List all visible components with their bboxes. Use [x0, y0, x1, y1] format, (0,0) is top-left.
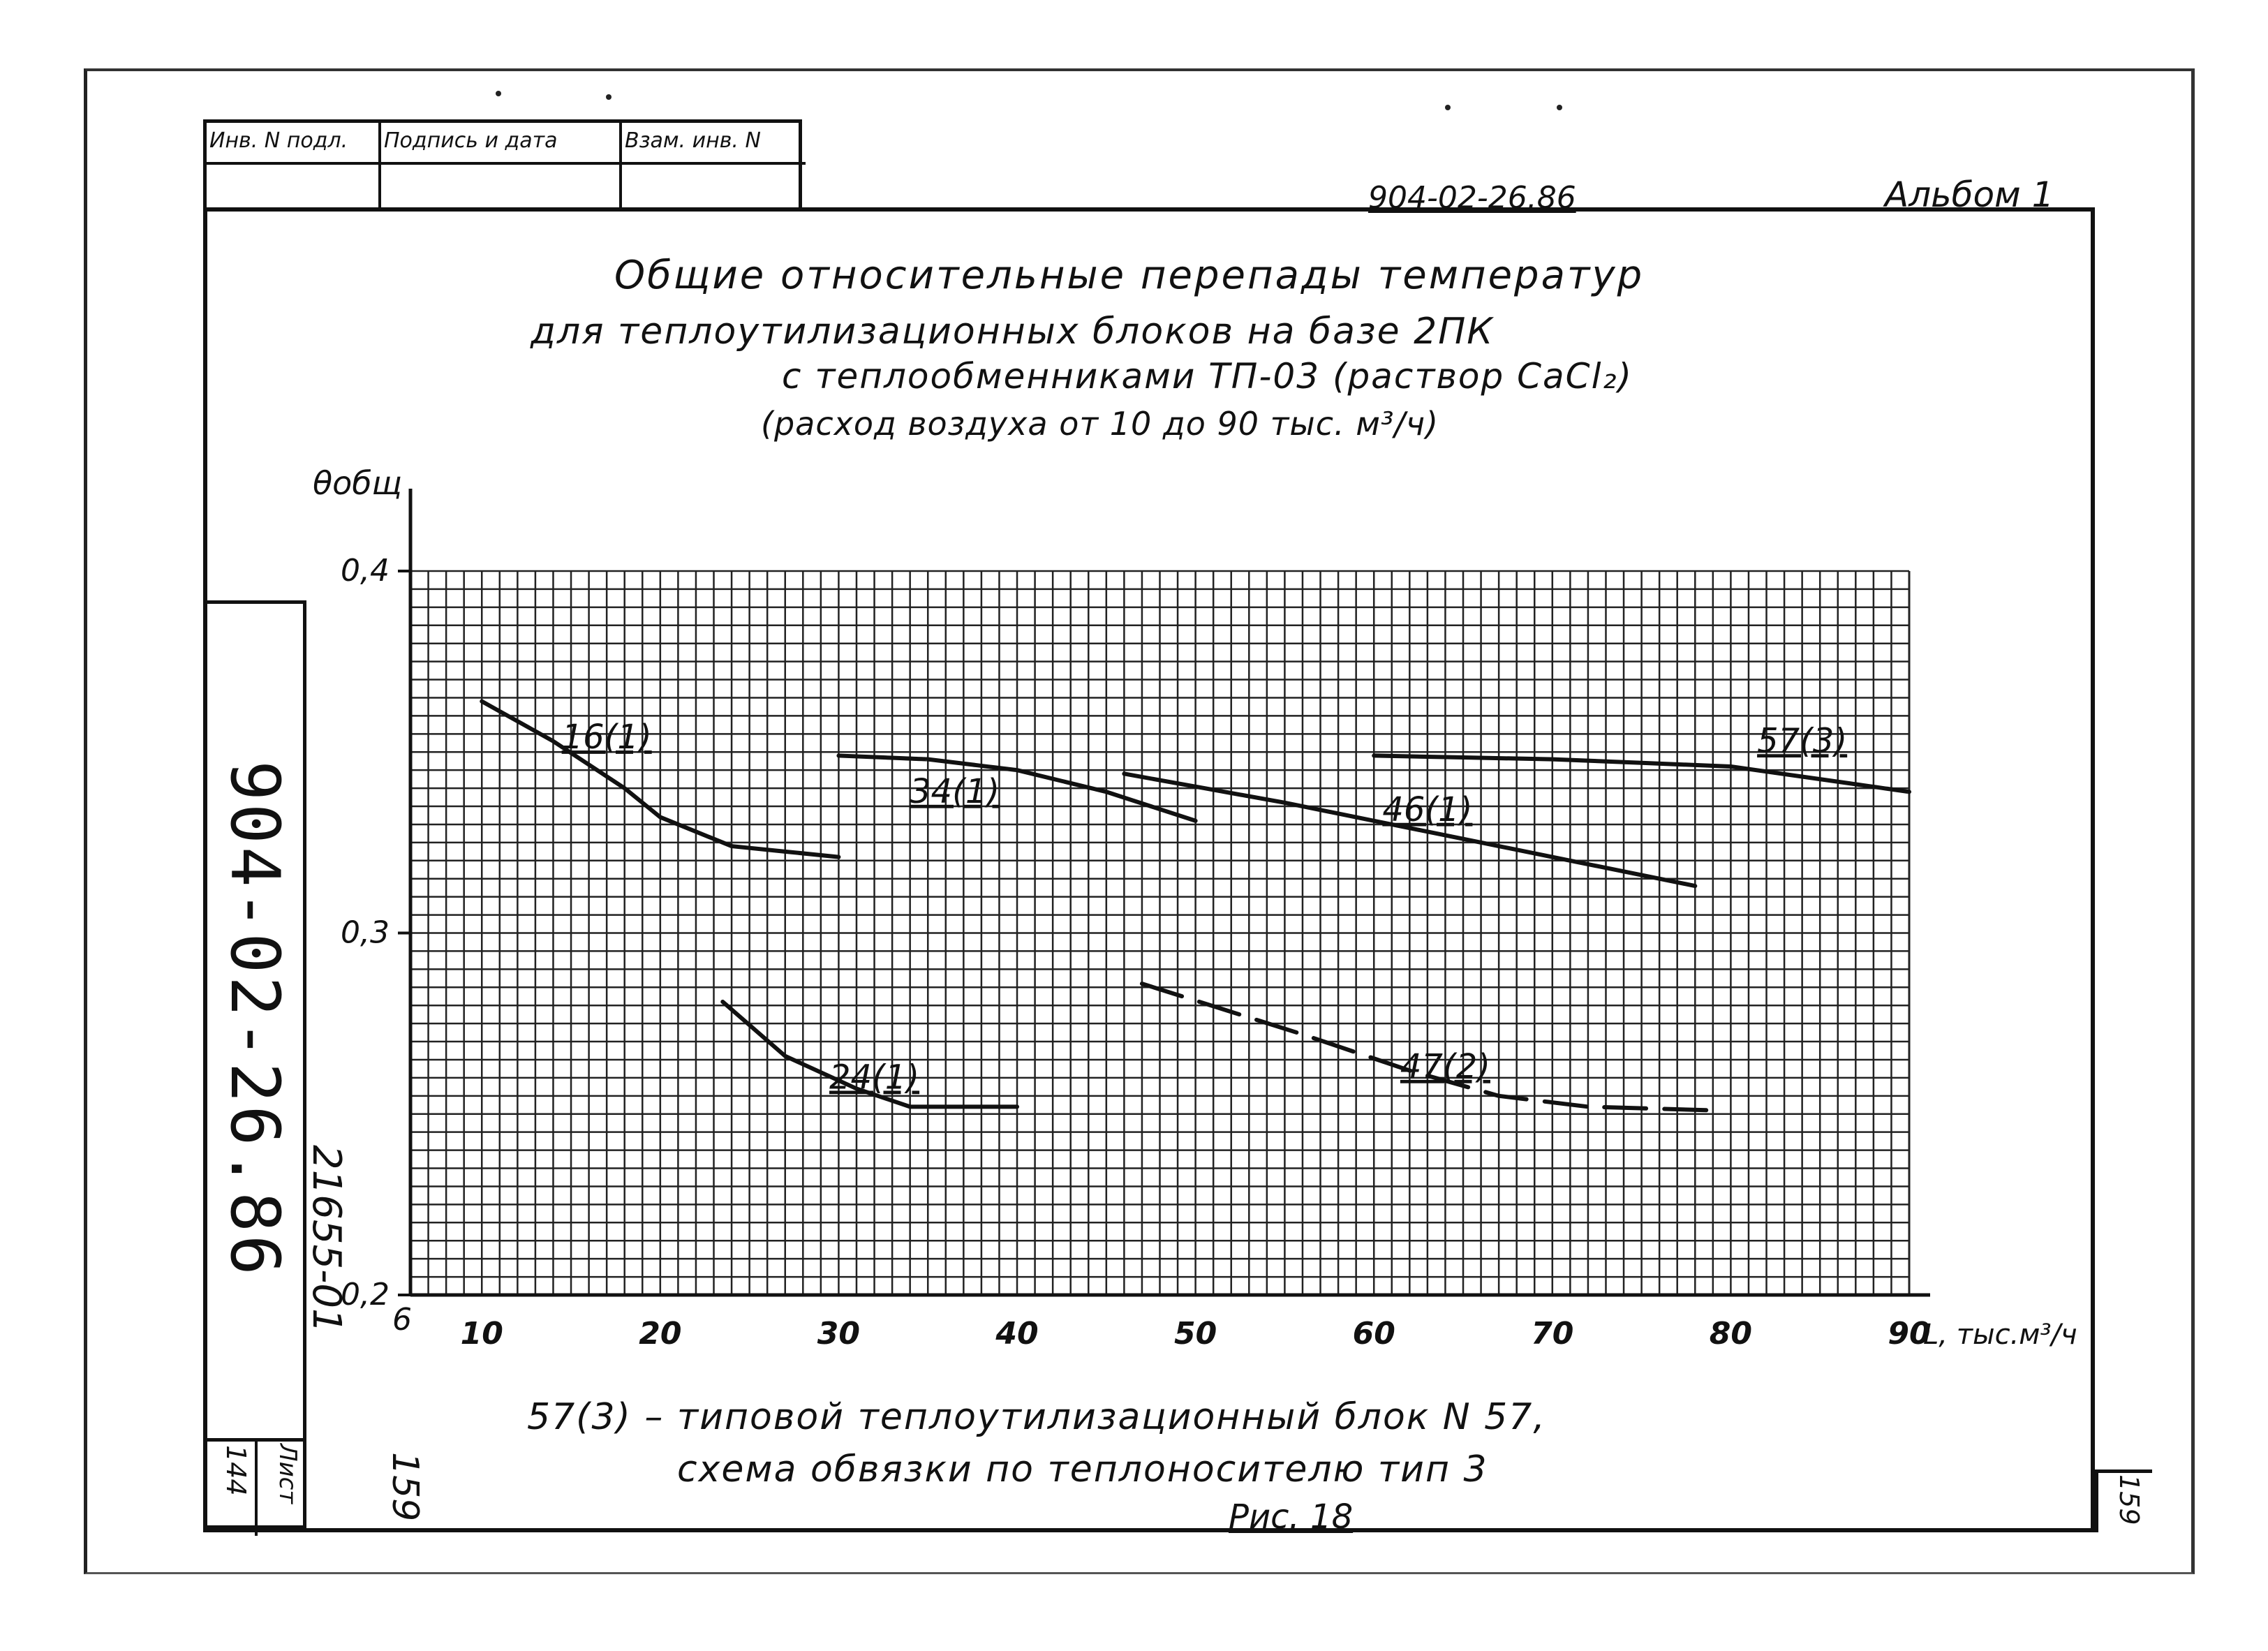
series-label: 57(3) [1757, 721, 1847, 760]
y-tick-label: 0,2 [341, 1277, 390, 1312]
speck [496, 91, 501, 96]
title-line-1: Общие относительные перепады температур [614, 253, 1645, 298]
series-line-241 [720, 1000, 1020, 1109]
stamp-signature-header: Подпись и дата [381, 123, 622, 165]
series-line-461 [1122, 771, 1698, 889]
y-axis-label: θобщ [313, 464, 402, 502]
y-tick-label: 0,3 [341, 915, 390, 951]
x-tick-label: 20 [639, 1316, 681, 1352]
drawing-frame [203, 207, 2095, 1532]
x-tick-label: 40 [995, 1316, 1038, 1352]
title-line-3: с теплообменниками ТП-03 (раствор CaCl₂) [782, 356, 1633, 397]
series-label: 34(1) [910, 772, 1000, 811]
document-code: 904-02-26.86 [1368, 180, 1576, 216]
outer-frame [84, 68, 2195, 1574]
stamp-replacement-header: Взам. инв. N [622, 123, 806, 165]
album-label: Альбом 1 [1885, 175, 2054, 215]
series-label: 16(1) [562, 718, 652, 757]
corner-page-box [2095, 1469, 2152, 1532]
stamp-inventory-cell [207, 165, 381, 211]
stamp-inventory-header: Инв. N подл. [207, 123, 381, 165]
speck [1445, 105, 1451, 110]
series-line-472 [1139, 982, 1715, 1113]
x-tick-label: 10 [461, 1316, 503, 1352]
x-tick-label: 30 [817, 1316, 860, 1352]
sheet-cell [203, 1438, 306, 1536]
series-line-573 [1372, 753, 1911, 794]
stamp-signature-cell [381, 165, 622, 211]
legend-line-2: схема обвязки по теплоносителю тип 3 [677, 1449, 1488, 1490]
title-line-4: (расход воздуха от 10 до 90 тыс. м³/ч) [761, 405, 1439, 443]
series-label: 24(1) [829, 1058, 919, 1097]
speck [1557, 105, 1562, 110]
series-label: 47(2) [1400, 1047, 1490, 1086]
speck [606, 94, 612, 100]
figure-label: Рис. 18 [1229, 1497, 1354, 1537]
title-line-2: для теплоутилизационных блоков на базе 2… [531, 311, 1495, 353]
x-tick-label: 60 [1353, 1316, 1395, 1352]
x-tick-label: 50 [1174, 1316, 1217, 1352]
series-line-341 [836, 753, 1198, 823]
legend-line-1: 57(3) – типовой теплоутилизационный блок… [527, 1396, 1546, 1438]
approval-stamp: Инв. N подл. Подпись и дата Взам. инв. N [203, 119, 806, 211]
series-line-161 [480, 699, 841, 859]
x-tick-label: 80 [1710, 1316, 1752, 1352]
y-tick-label: 0,4 [341, 553, 390, 588]
x-origin-label: 6 [392, 1302, 412, 1338]
x-tick-label: 90 [1888, 1316, 1930, 1352]
series-label: 46(1) [1382, 790, 1472, 829]
x-axis-label: L, тыс.м³/ч [1923, 1319, 2077, 1351]
x-tick-label: 70 [1531, 1316, 1573, 1352]
